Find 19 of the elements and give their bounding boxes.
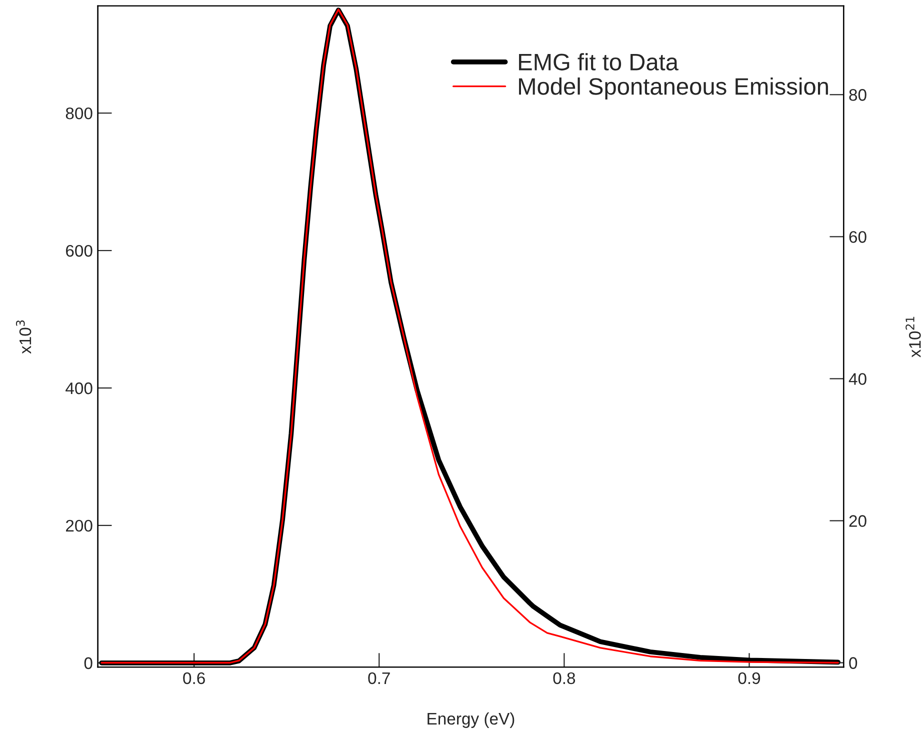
y2-tick-label: 20 [849, 515, 866, 527]
legend-label: EMG fit to Data [519, 53, 678, 70]
x-axis-title: Energy (eV) [428, 712, 514, 728]
y-tick-label: 400 [66, 382, 92, 394]
x-tick-label: 0.7 [368, 672, 390, 684]
legend-label: Model Spontaneous Emission [519, 77, 828, 100]
y-tick-label: 600 [66, 244, 92, 257]
y2-tick-label: 80 [849, 89, 866, 101]
y2-tick-label: 60 [849, 231, 866, 243]
x-tick-label: 0.6 [183, 672, 205, 684]
y-axis-title: x10$^{3}$ [16, 320, 32, 354]
y-tick-label: 0 [84, 657, 92, 670]
y2-tick-label: 40 [848, 373, 866, 385]
x-tick-label: 0.8 [553, 672, 576, 684]
y-tick-label: 200 [66, 520, 92, 532]
y-tick-label: 800 [66, 107, 92, 120]
x-tick-label: 0.9 [738, 672, 760, 684]
y2-axis-title: x10$^{21}$ [906, 316, 921, 358]
y2-tick-label: 0 [849, 657, 858, 669]
